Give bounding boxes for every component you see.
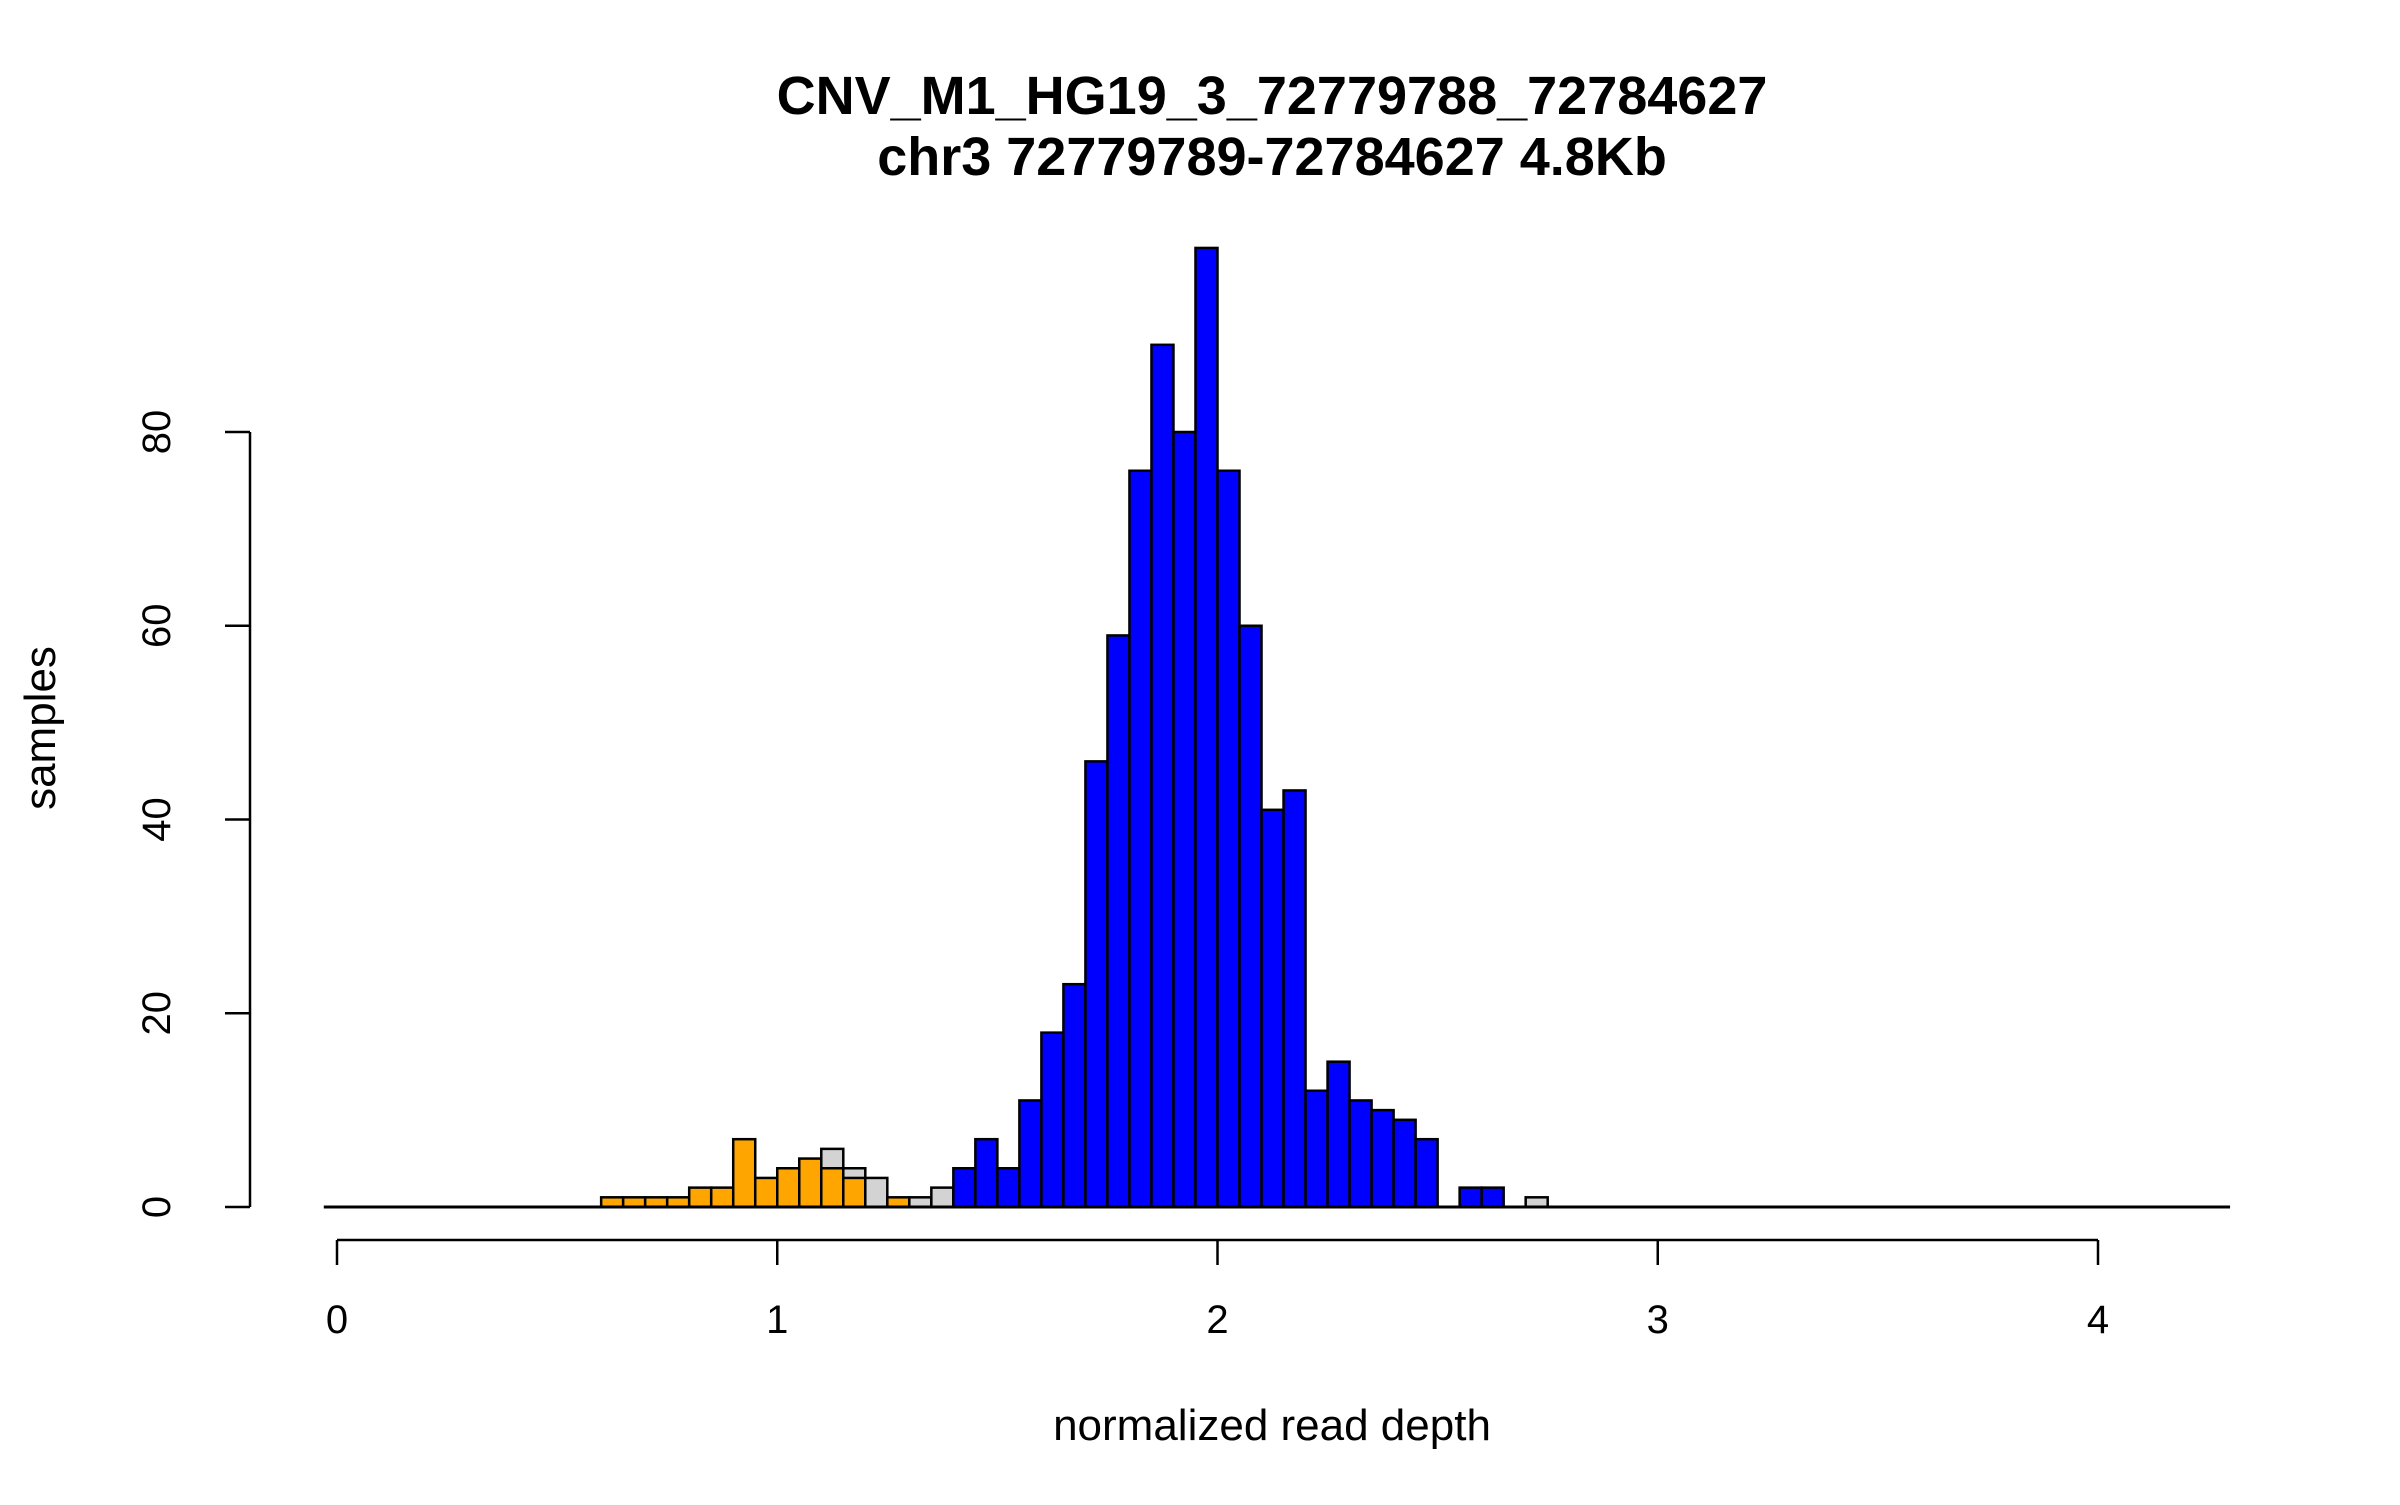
histogram-bar [1282, 789, 1307, 1209]
histogram-bar [820, 1167, 845, 1209]
histogram-bar [930, 1186, 955, 1209]
x-axis: 0 1 2 3 4 [326, 1238, 2109, 1342]
histogram-bar [1150, 343, 1175, 1209]
x-tick-label: 1 [766, 1298, 788, 1342]
histogram-bar [1260, 808, 1285, 1209]
x-tick-label: 4 [2087, 1298, 2109, 1342]
histogram-bar [1106, 634, 1131, 1209]
histogram-bar [798, 1157, 823, 1209]
histogram-bar [974, 1137, 999, 1209]
histogram-bar [1414, 1137, 1439, 1209]
histogram-bar [1304, 1089, 1329, 1209]
histogram-bar [1458, 1186, 1483, 1209]
histogram-bar [842, 1176, 867, 1209]
histogram-bar [1348, 1099, 1373, 1209]
histogram-bar [753, 1176, 779, 1209]
histogram-bar [1194, 246, 1219, 1209]
histogram-bar [1084, 760, 1109, 1209]
histogram-bar [1128, 469, 1153, 1209]
histogram-bar [996, 1167, 1021, 1209]
histogram-bar [687, 1186, 713, 1209]
histogram-bar [1172, 430, 1197, 1209]
histogram-bar [952, 1167, 977, 1209]
x-tick-label: 3 [1647, 1298, 1669, 1342]
y-tick-label: 0 [135, 1196, 179, 1218]
histogram-bar [731, 1137, 757, 1209]
histogram-bar [1018, 1099, 1043, 1209]
x-axis-label: normalized read depth [1053, 1401, 1491, 1450]
histogram-bar [1216, 469, 1241, 1209]
histogram-bar [1480, 1186, 1505, 1209]
histogram-bar [1392, 1118, 1417, 1209]
y-axis: 0 20 40 60 80 [135, 410, 252, 1218]
y-tick-label: 40 [135, 797, 179, 842]
x-tick-label: 2 [1206, 1298, 1228, 1342]
y-axis-label: samples [16, 646, 65, 810]
histogram-bar [709, 1186, 735, 1209]
histogram-bar [1062, 982, 1087, 1209]
chart-title: CNV_M1_HG19_3_72779788_72784627 [777, 66, 1768, 126]
histogram-bar [1370, 1108, 1395, 1209]
y-tick-label: 60 [135, 604, 179, 649]
histogram-bar [1326, 1060, 1351, 1209]
histogram-bar [1238, 624, 1263, 1209]
histogram-bar [1040, 1031, 1065, 1209]
bars-layer [323, 246, 2231, 1209]
y-tick-label: 80 [135, 410, 179, 455]
y-tick-label: 20 [135, 991, 179, 1036]
chart-subtitle: chr3 72779789-72784627 4.8Kb [877, 127, 1667, 187]
histogram-bar [776, 1167, 801, 1209]
x-tick-label: 0 [326, 1298, 348, 1342]
histogram-bar [864, 1176, 889, 1209]
